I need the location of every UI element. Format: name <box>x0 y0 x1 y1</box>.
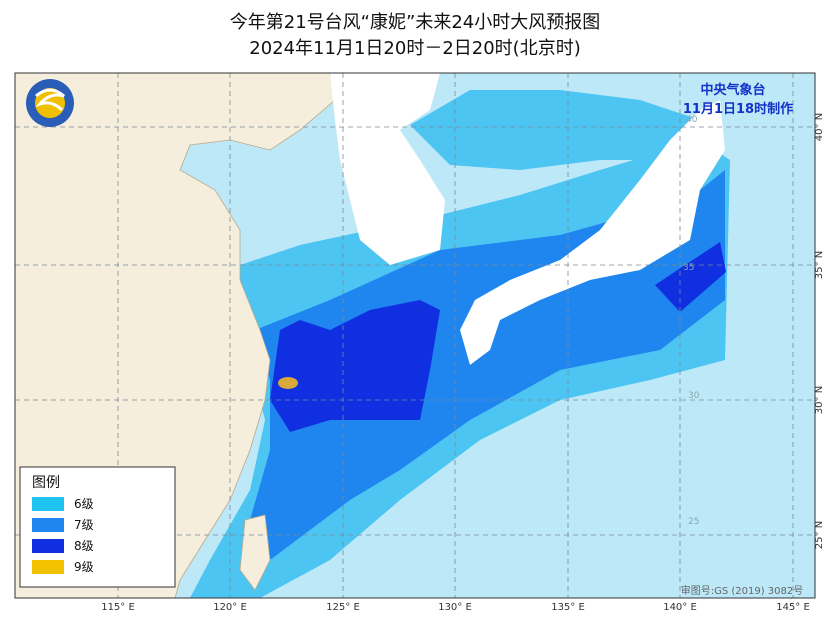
subtitle: 2024年11月1日20时－2日20时(北京时) <box>249 38 580 59</box>
longitude-label: 125° E <box>326 602 360 613</box>
frame <box>14 72 816 599</box>
wind-zone-8 <box>655 242 726 312</box>
agency: 中央气象台 <box>700 82 765 98</box>
grid-label: 30 <box>688 391 700 401</box>
map-body <box>15 73 815 598</box>
longitude-label: 130° E <box>438 602 472 613</box>
logo <box>26 79 74 127</box>
title: 今年第21号台风“康妮”未来24小时大风预报图 <box>230 12 600 33</box>
grid-label: 35 <box>683 263 694 273</box>
longitude-label: 115° E <box>101 602 135 613</box>
legend-label: 6级 <box>74 497 94 511</box>
wind-zone-6 <box>410 90 700 170</box>
latitude-label: 30° N <box>814 386 825 414</box>
longitude-label: 145° E <box>776 602 810 613</box>
graticule <box>15 73 815 598</box>
legend-label: 9级 <box>74 560 94 574</box>
approval-number: 审图号:GS (2019) 3082号 <box>681 584 804 597</box>
legend-swatch <box>32 560 64 574</box>
latitude-label: 40° N <box>814 113 825 141</box>
grid-label: 25 <box>688 517 699 527</box>
issue-time: 11月1日18时制作 <box>683 101 793 117</box>
wind-zone-9 <box>278 377 298 389</box>
legend-swatch <box>32 539 64 553</box>
japan <box>460 100 725 365</box>
wind-zone-8 <box>270 300 440 432</box>
legend-label: 8级 <box>74 539 94 553</box>
legend-title: 图例 <box>32 475 60 491</box>
latitude-label: 35° N <box>814 251 825 279</box>
longitude-label: 140° E <box>663 602 697 613</box>
korea <box>330 73 445 265</box>
legend: 图例 6级 7级 8级 9级 <box>19 466 176 588</box>
taiwan <box>239 514 271 591</box>
longitude-label: 135° E <box>551 602 585 613</box>
latitude-label: 25° N <box>814 521 825 549</box>
longitude-label: 120° E <box>213 602 247 613</box>
legend-label: 7级 <box>74 518 94 532</box>
grid-label: 40 <box>686 115 698 125</box>
legend-swatch <box>32 518 64 532</box>
legend-swatch <box>32 497 64 511</box>
